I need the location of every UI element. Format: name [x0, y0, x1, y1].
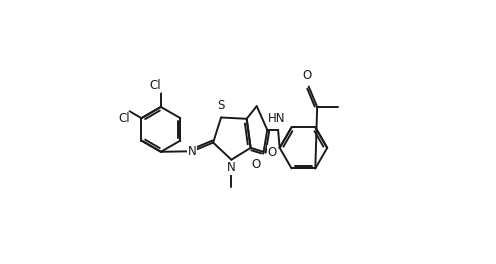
Text: N: N — [227, 161, 236, 174]
Text: S: S — [217, 99, 225, 112]
Text: O: O — [303, 69, 312, 82]
Text: N: N — [188, 145, 197, 158]
Text: Cl: Cl — [118, 112, 129, 125]
Text: O: O — [251, 158, 261, 171]
Text: Cl: Cl — [149, 79, 161, 92]
Text: O: O — [267, 146, 277, 159]
Text: HN: HN — [268, 112, 286, 125]
